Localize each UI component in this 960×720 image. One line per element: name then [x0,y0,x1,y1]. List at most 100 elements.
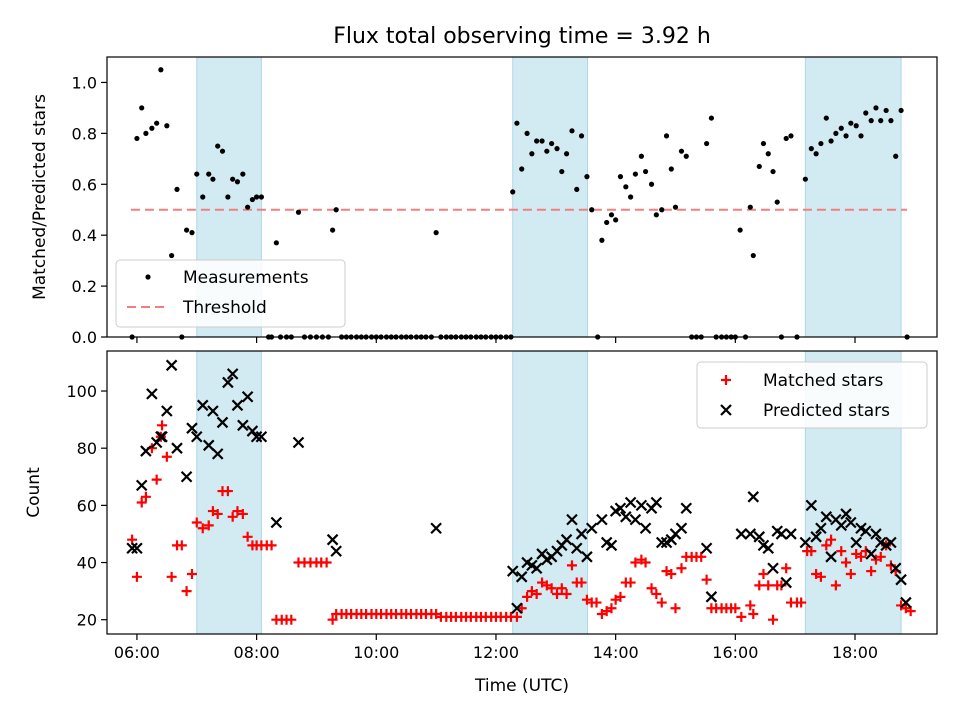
data-point [589,207,595,213]
data-point [841,557,852,568]
data-point [617,174,624,180]
data-point [820,511,833,523]
data-point [515,571,528,583]
data-point [585,522,598,535]
data-point [775,528,788,540]
series-x [126,359,912,615]
data-point [135,479,148,492]
data-point [745,600,756,611]
data-point [430,522,442,535]
data-point [874,536,887,549]
y-tick-label: 60 [77,496,97,515]
data-point [765,151,771,157]
legend-label-predicted: Predicted stars [763,401,890,421]
data-point [222,486,233,497]
data-point [165,359,178,372]
data-point [273,240,279,246]
data-point [860,525,872,537]
data-point [161,451,172,462]
data-point [539,138,545,144]
data-point [330,227,336,233]
data-point [254,194,260,200]
data-point [840,508,852,520]
legend-label-matched: Matched stars [763,371,883,391]
top-panel: 0.0 0.2 0.4 0.6 0.8 1.0 Matched/Predicted star… [30,56,938,347]
data-point [768,614,779,625]
data-point [240,171,246,177]
y-tick-label: 0.8 [72,124,97,143]
data-point [810,531,822,543]
y-tick-label: 0.2 [72,277,97,296]
data-point [563,151,570,157]
data-point [730,603,741,614]
data-point [640,557,651,568]
data-point [270,516,283,529]
data-point [815,571,826,582]
data-point [559,168,565,175]
data-point [762,542,775,555]
data-point [534,138,540,144]
data-point [781,563,792,574]
legend-box [115,259,346,328]
data-point [164,123,170,129]
data-point [136,497,147,508]
data-point [830,580,841,591]
data-point [569,128,575,134]
y-tick-label: 20 [77,611,97,630]
x-axis-label: Time (UTC) [474,676,569,696]
data-point [227,511,238,522]
data-point [672,204,679,210]
data-point [237,419,249,432]
data-point [865,548,877,560]
data-point [836,546,847,557]
data-point [758,568,769,579]
data-point [678,148,685,154]
data-point [215,143,221,149]
data-point [584,174,590,180]
data-point [196,399,209,412]
data-point [628,194,634,200]
data-point [576,577,587,588]
data-point [258,194,264,200]
data-point [889,562,902,575]
data-point [870,528,882,540]
data-point [203,520,214,531]
data-point [663,133,670,139]
data-point [648,181,655,187]
data-point [850,536,862,549]
data-point [561,588,572,599]
data-point [780,576,792,589]
data-point [651,588,662,599]
data-point [753,531,766,543]
data-point [596,513,608,526]
data-point [242,531,253,542]
data-point [524,130,530,136]
data-point [237,508,248,519]
data-point [210,176,216,182]
y-tick-label: 80 [77,439,97,458]
data-point [835,519,848,532]
data-point [333,207,339,213]
data-point [510,189,516,195]
data-point [845,516,857,529]
data-point [566,513,578,526]
data-point [670,603,681,614]
data-point [620,511,632,523]
data-point [544,148,550,154]
data-point [806,546,817,557]
data-point [843,133,849,139]
data-point [756,163,762,170]
data-point [575,528,588,540]
data-point [639,522,652,535]
data-point [231,399,244,412]
data-point [799,536,812,549]
data-point [754,580,765,591]
data-point [206,171,212,177]
data-point [143,130,149,136]
data-point [624,496,637,509]
data-point [767,562,779,575]
data-point [531,588,542,599]
data-point [327,614,338,625]
data-point [207,405,219,417]
data-point [230,176,236,182]
